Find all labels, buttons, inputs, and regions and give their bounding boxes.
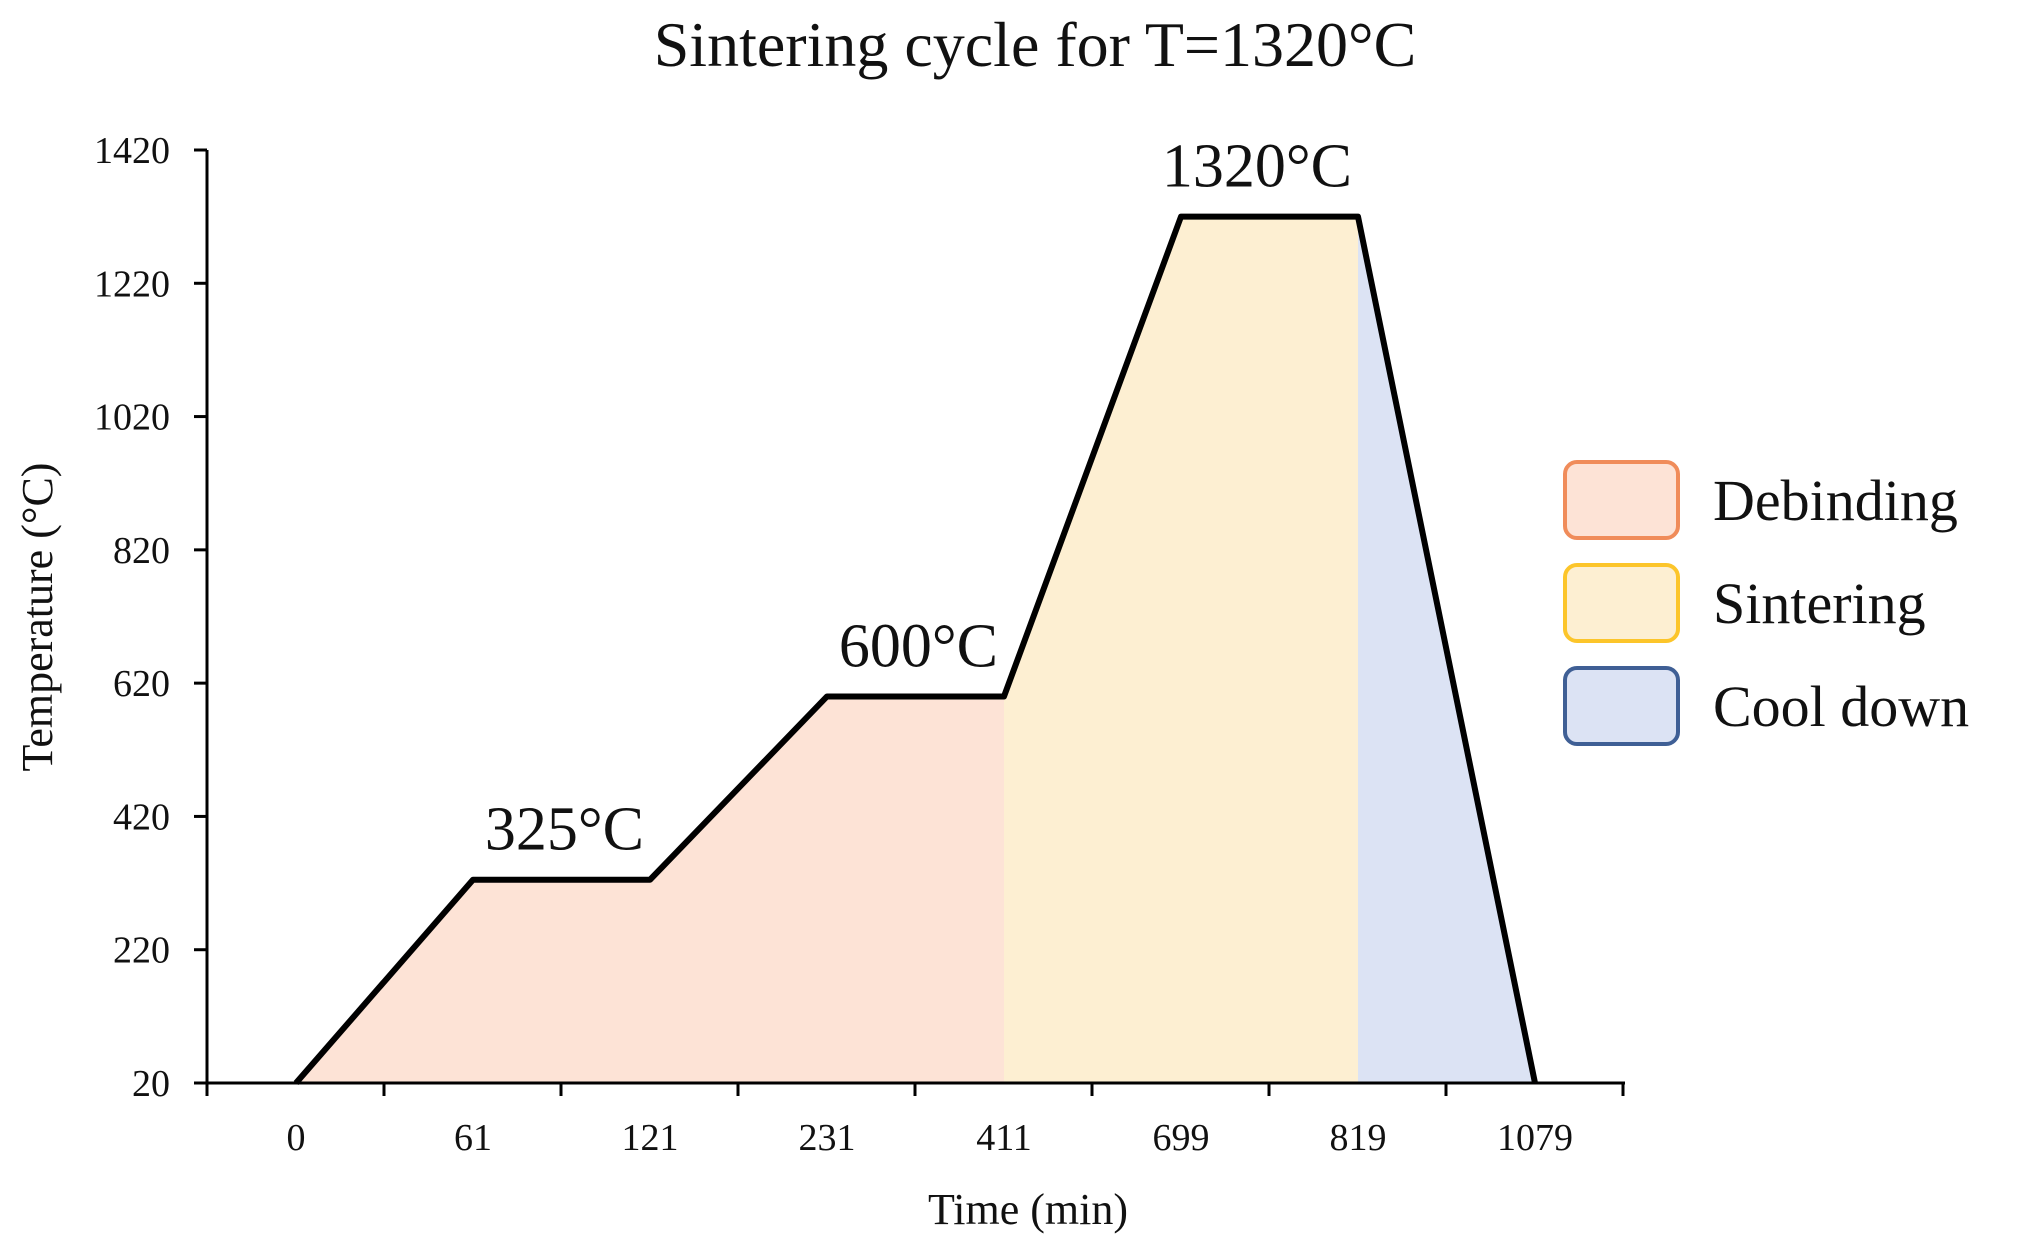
chart-title: Sintering cycle for T=1320°C [654,9,1417,80]
y-tick-label: 1420 [94,130,170,172]
legend-swatch-sintering [1563,563,1680,643]
temperature-profile [293,213,1538,1085]
y-tick-label: 1220 [94,263,170,305]
axes: 0 61 121 231 411 699 819 1079 20 220 420 620 820 1020… [94,130,1625,1159]
temperature-line [293,213,1538,1085]
x-tick-label: 1079 [1497,1117,1573,1159]
temperature-annotation: 1320°C [1162,133,1352,201]
y-tick-label: 820 [113,530,170,572]
y-tick-label: 620 [113,663,170,705]
legend-label: Cool down [1713,674,1969,739]
x-axis-label: Time (min) [928,1185,1128,1234]
y-tick-label: 1020 [94,397,170,439]
x-tick-label: 819 [1330,1117,1387,1159]
phase-area-debinding [296,696,1004,1083]
x-tick-label: 231 [799,1117,856,1159]
legend-swatch-cool-down [1563,666,1680,746]
x-tick-label: 411 [976,1117,1032,1159]
temperature-annotation: 325°C [485,796,644,864]
x-tick-label: 121 [622,1117,679,1159]
x-tick-label: 699 [1153,1117,1210,1159]
y-tick-label: 420 [113,796,170,838]
x-tick-label: 0 [287,1117,306,1159]
legend-label: Sintering [1713,571,1926,636]
annotations: 325°C 600°C 1320°C [485,133,1352,864]
x-tick-label: 61 [454,1117,492,1159]
legend-label: Debinding [1713,468,1958,533]
y-axis-label: Temperature (°C) [13,463,62,772]
y-tick-label: 220 [113,930,170,972]
phase-area-sintering [1004,216,1358,1084]
y-tick-label: 20 [132,1063,170,1105]
legend: Debinding Sintering Cool down [1563,460,1969,746]
legend-swatch-debinding [1563,460,1680,540]
temperature-annotation: 600°C [839,612,998,680]
